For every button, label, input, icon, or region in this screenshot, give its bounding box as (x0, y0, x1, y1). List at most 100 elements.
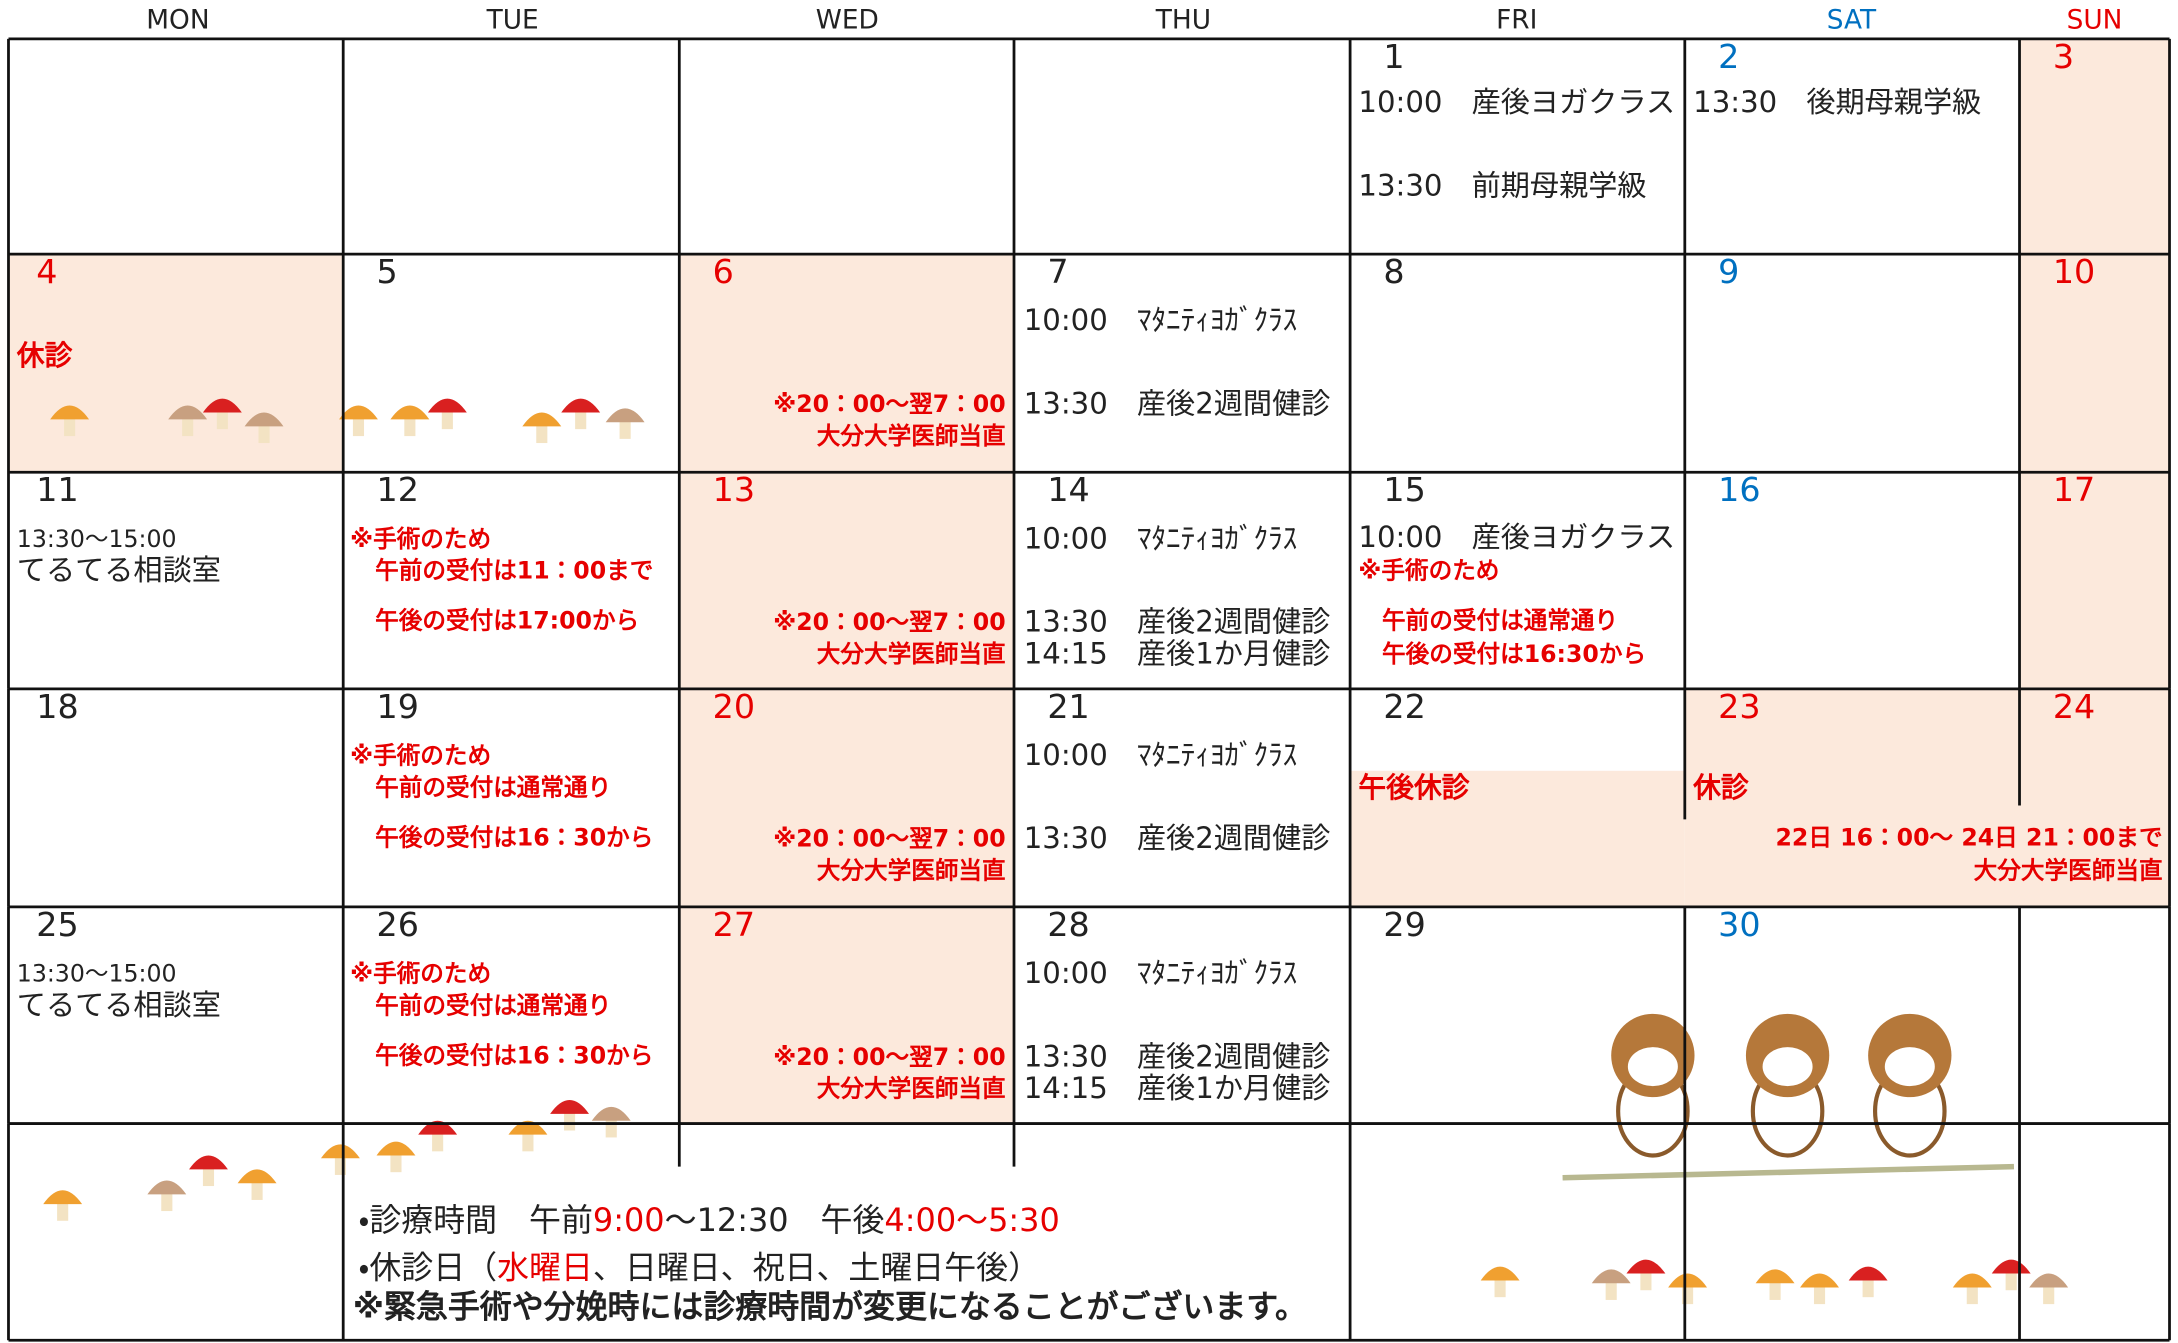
weekday-label: THU (1155, 5, 1211, 35)
event-text: 10:00 ﾏﾀﾆﾃｨﾖｶﾞｸﾗｽ (1024, 956, 1298, 990)
day-number: 13 (713, 470, 755, 509)
event-text: 大分大学医師当直 (817, 1075, 1006, 1103)
mushroom-cap (43, 1190, 83, 1205)
mushroom-stem (334, 1155, 346, 1175)
shaded-cell (679, 688, 1015, 907)
mushroom-cap (605, 408, 645, 423)
weekday-label: FRI (1496, 5, 1537, 35)
day-number: 25 (36, 905, 78, 944)
footer-part: ・診療時間 午前 (358, 1201, 592, 1239)
day-number: 15 (1383, 470, 1425, 509)
mushroom-stem (352, 416, 365, 437)
day-number: 7 (1047, 252, 1068, 291)
mushroom-stem (1769, 1280, 1781, 1300)
event-text: 大分大学医師当直 (817, 857, 1006, 885)
day-number: 28 (1047, 905, 1089, 944)
mushroom-cap (1755, 1269, 1795, 1284)
mushroom-cap (522, 412, 562, 427)
mushroom-stem (2043, 1284, 2055, 1305)
mushroom-stem (1605, 1280, 1617, 1300)
day-number: 4 (36, 252, 57, 291)
day-number: 26 (377, 905, 419, 944)
mushroom-stem (202, 1166, 215, 1187)
mushroom-stem (522, 1131, 534, 1152)
event-text: 午前の受付は通常通り (375, 991, 611, 1019)
event-text: 午前の受付は11：00まで (375, 557, 653, 585)
mushroom-cap (147, 1180, 187, 1195)
footer-part: 4:00～5:30 (884, 1201, 1059, 1239)
event-text: 10:00 産後ヨガクラス (1358, 85, 1675, 119)
mushroom-cap (202, 398, 242, 413)
texts: MON TUE WED THU FRI SAT SUN 1 10:00 産後ヨガクラス 13:30… (16, 5, 2163, 1325)
event-text: 大分大学医師当直 (817, 422, 1006, 450)
weekday-label: MON (146, 5, 209, 35)
event-text: 午後の受付は16：30から (375, 823, 653, 851)
event-text: ※手術のため (1358, 557, 1499, 585)
mushroom-stem (404, 416, 416, 437)
weekday-label: SUN (2067, 5, 2123, 35)
mushroom-stem (258, 423, 270, 444)
day-number: 21 (1047, 687, 1089, 726)
shaded-cell (1684, 688, 2020, 907)
event-text: 午後休診 (1358, 771, 1469, 804)
mushroom-cap (244, 412, 284, 427)
mushroom-cap (591, 1106, 631, 1121)
event-text: 休診 (1692, 771, 1749, 804)
mushroom-cap (376, 1141, 416, 1156)
day-number: 12 (377, 470, 419, 509)
event-text: 22日 16：00～ 24日 21：00まで (1776, 823, 2163, 851)
day-number: 3 (2053, 37, 2074, 76)
mushroom-cap (1626, 1259, 1666, 1274)
shaded-cell (2019, 254, 2170, 473)
day-number: 27 (713, 905, 755, 944)
mushroom-cap (1800, 1273, 1839, 1288)
mushroom-stem (64, 416, 76, 437)
shading (8, 38, 2170, 1124)
mushroom-stem (390, 1152, 402, 1173)
mushroom-stem (575, 409, 587, 430)
event-text: 午前の受付は通常通り (375, 773, 611, 801)
shaded-cell (2019, 38, 2170, 255)
event-text: ※手術のため (350, 525, 491, 553)
mushroom-stem (1966, 1284, 1978, 1305)
mushroom-cap (168, 405, 208, 420)
bear-face (1762, 1047, 1813, 1087)
footer-part: 水曜日 (497, 1248, 593, 1286)
event-text: 13:30 産後2週間健診 (1024, 605, 1331, 639)
day-number: 30 (1718, 905, 1760, 944)
mushroom-cap (390, 405, 430, 420)
grass (1562, 1163, 2015, 1181)
event-text: てるてる相談室 (17, 553, 221, 587)
event-text: 大分大学医師当直 (817, 640, 1006, 668)
mushroom-cap (50, 405, 90, 420)
mushroom-stem (2005, 1270, 2017, 1291)
event-text: 13:30 後期母親学級 (1693, 85, 1981, 119)
day-number: 24 (2053, 687, 2095, 726)
mushroom-stem (619, 419, 631, 439)
event-text: 10:00 産後ヨガクラス (1358, 520, 1675, 554)
mushroom-stem (1640, 1270, 1652, 1291)
footer-part: ～12:30 午後 (665, 1201, 885, 1239)
day-number: 17 (2053, 470, 2095, 509)
event-text: ※20：00～翌7：00 (773, 390, 1005, 418)
event-text: 13:30 産後2週間健診 (1024, 387, 1331, 421)
shaded-cell (2019, 472, 2170, 689)
shaded-cell (679, 254, 1015, 473)
day-number: 11 (36, 470, 78, 509)
event-text: 午後の受付は16：30から (375, 1041, 653, 1069)
event-text: ※20：00～翌7：00 (773, 608, 1005, 636)
mushroom-cap (320, 1144, 360, 1159)
mushroom-stem (564, 1111, 576, 1131)
event-text: 10:00 ﾏﾀﾆﾃｨﾖｶﾞｸﾗｽ (1024, 521, 1298, 555)
mushroom-stem (1813, 1284, 1826, 1305)
event-text: ※20：00～翌7：00 (773, 1043, 1005, 1071)
event-text: 午後の受付は16:30から (1382, 640, 1646, 668)
mushroom-cap (339, 405, 378, 420)
mushroom-cap (1591, 1269, 1631, 1284)
footer-line: ・診療時間 午前9:00～12:30 午後4:00～5:30 (358, 1201, 1059, 1239)
mushroom-cap (427, 398, 467, 413)
event-text: 10:00 ﾏﾀﾆﾃｨﾖｶﾞｸﾗｽ (1024, 303, 1298, 337)
weekday-label: SAT (1827, 5, 1877, 35)
day-number: 19 (377, 687, 419, 726)
